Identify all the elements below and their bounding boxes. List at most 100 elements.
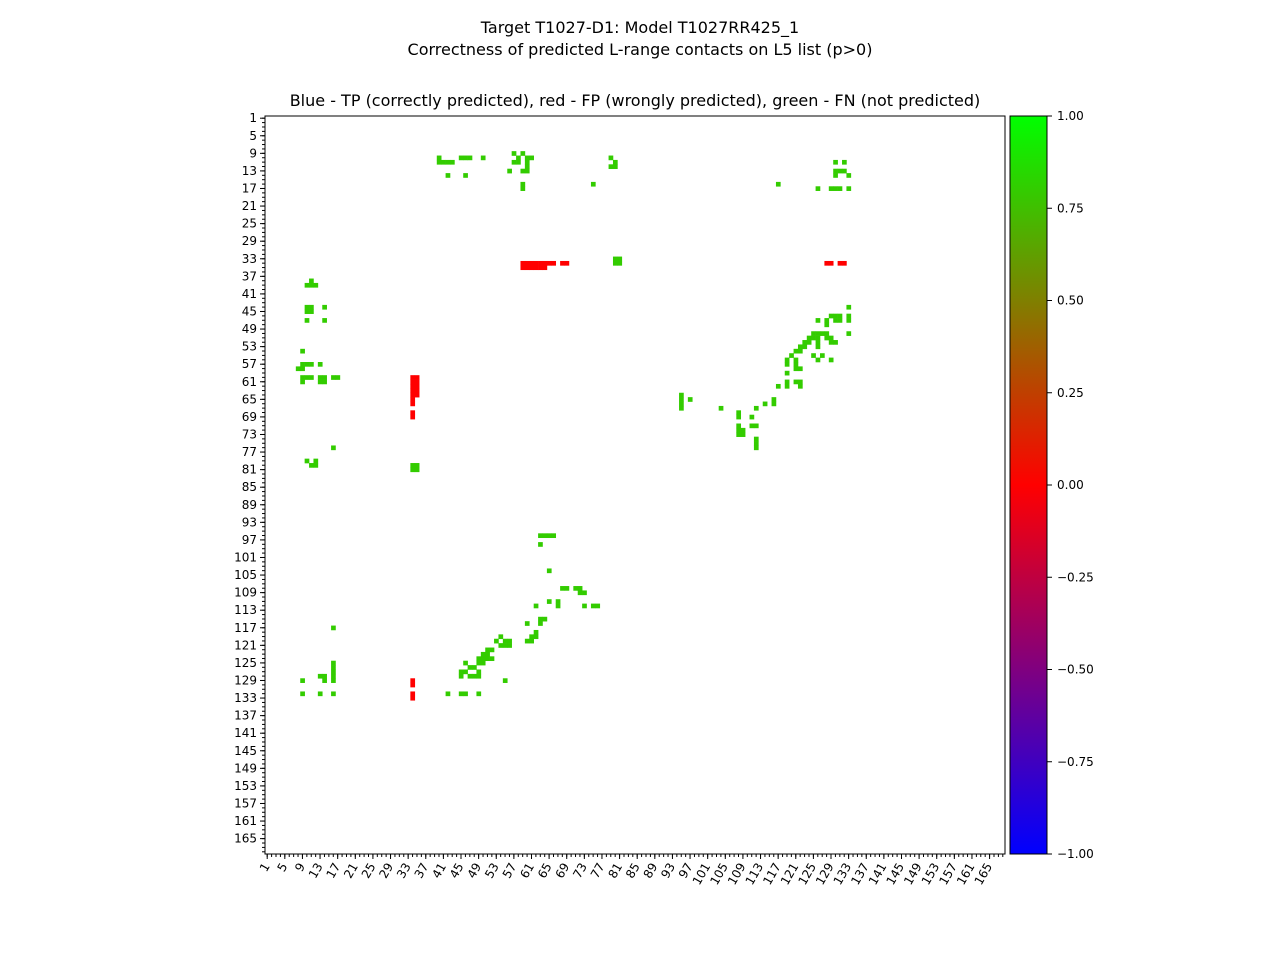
fn-contact-cell — [612, 159, 618, 165]
y-tick-label: 165 — [234, 832, 257, 846]
fn-contact-cell — [472, 673, 477, 679]
fn-contact-cell — [538, 542, 543, 547]
fn-contact-cell — [300, 362, 305, 367]
fn-contact-cell — [485, 656, 490, 662]
fn-contact-cell — [331, 665, 336, 670]
fn-contact-cell — [304, 458, 310, 464]
fn-contact-cell — [476, 656, 482, 662]
fn-contact-cell — [463, 669, 468, 675]
x-tick-label: 113 — [743, 861, 767, 888]
fn-contact-cell — [564, 586, 570, 591]
fn-contact-cell — [775, 383, 781, 389]
fn-contact-cell — [300, 366, 305, 372]
fn-contact-cell — [771, 401, 777, 407]
y-tick-label: 65 — [242, 392, 257, 406]
fn-contact-cell — [516, 155, 521, 161]
fn-contact-cell — [740, 427, 746, 433]
fn-contact-cell — [331, 673, 336, 679]
fn-contact-cell — [322, 673, 327, 679]
fn-contact-cell — [520, 151, 526, 156]
fn-contact-cell — [837, 186, 843, 191]
fn-contact-cell — [608, 164, 614, 170]
fn-contact-cell — [828, 335, 834, 341]
fn-contact-cell — [520, 186, 526, 191]
fn-contact-cell — [595, 603, 601, 609]
fn-contact-cell — [815, 357, 821, 363]
fn-contact-cell — [551, 533, 557, 539]
y-tick-label: 93 — [242, 515, 257, 529]
fp-contact-cell — [410, 678, 416, 683]
fp-contact-cell — [414, 383, 420, 389]
fn-contact-cell — [498, 634, 504, 640]
y-tick-label: 153 — [234, 779, 257, 793]
x-tick-label: 101 — [690, 861, 714, 888]
fn-contact-cell — [846, 304, 852, 310]
fn-contact-cell — [309, 362, 314, 367]
fn-contact-cell — [793, 362, 799, 367]
fn-contact-cell — [846, 186, 852, 191]
fn-contact-cell — [833, 186, 838, 191]
fn-contact-cell — [679, 405, 684, 411]
fp-contact-cell — [410, 414, 416, 420]
fp-contact-cell — [520, 265, 526, 271]
fn-contact-cell — [806, 335, 812, 341]
fn-contact-cell — [322, 678, 327, 683]
fn-contact-cell — [815, 318, 821, 323]
fn-contact-cell — [445, 691, 451, 697]
fn-contact-cell — [546, 533, 552, 539]
fn-contact-cell — [833, 173, 838, 178]
fn-contact-cell — [846, 331, 852, 336]
y-tick-label: 21 — [242, 199, 257, 213]
fp-contact-cell — [538, 265, 543, 271]
x-tick-label: 161 — [954, 861, 978, 888]
fp-contact-cell — [410, 392, 416, 398]
fn-contact-cell — [414, 467, 420, 473]
fn-contact-cell — [797, 379, 803, 385]
fn-contact-cell — [815, 335, 821, 341]
fn-contact-cell — [538, 616, 543, 622]
y-tick-label: 125 — [234, 656, 257, 670]
fn-contact-cell — [458, 155, 464, 161]
y-tick-label: 45 — [242, 304, 257, 318]
x-tick-label: 81 — [605, 861, 625, 881]
fn-contact-cell — [784, 357, 790, 363]
fp-contact-cell — [551, 260, 557, 266]
fp-contact-cell — [542, 265, 548, 271]
fn-contact-cell — [753, 423, 759, 429]
y-tick-label: 121 — [234, 638, 257, 652]
fn-contact-cell — [679, 401, 684, 407]
fn-contact-cell — [304, 362, 310, 367]
fn-contact-cell — [476, 660, 482, 666]
x-tick-label: 141 — [866, 861, 890, 888]
fn-contact-cell — [846, 318, 852, 323]
x-tick-label: 45 — [447, 861, 467, 881]
fn-contact-cell — [753, 405, 759, 411]
fn-contact-cell — [753, 436, 759, 442]
fn-contact-cell — [467, 155, 473, 161]
fn-contact-cell — [806, 340, 812, 345]
x-tick-label: 29 — [376, 861, 396, 881]
x-tick-label: 5 — [274, 861, 290, 875]
fp-contact-cell — [538, 260, 543, 266]
fn-contact-cell — [679, 392, 684, 398]
fn-contact-cell — [480, 155, 486, 161]
fp-contact-cell — [546, 260, 552, 266]
y-tick-label: 73 — [242, 427, 257, 441]
fn-contact-cell — [749, 423, 755, 429]
colorbar-tick-label: −0.25 — [1057, 570, 1094, 584]
fn-contact-cell — [304, 375, 310, 380]
fn-contact-cell — [846, 313, 852, 319]
fn-contact-cell — [560, 586, 565, 591]
fn-contact-cell — [824, 331, 830, 336]
x-tick-label: 53 — [482, 861, 502, 881]
fn-contact-cell — [410, 467, 416, 473]
fn-contact-cell — [335, 375, 341, 380]
fn-contact-cell — [300, 678, 305, 683]
fp-contact-cell — [533, 265, 539, 271]
fn-contact-cell — [736, 432, 742, 437]
fn-contact-cell — [472, 665, 477, 670]
x-tick-label: 157 — [936, 861, 960, 888]
fn-contact-cell — [485, 651, 490, 657]
fn-contact-cell — [450, 159, 455, 165]
fp-contact-cell — [529, 260, 534, 266]
